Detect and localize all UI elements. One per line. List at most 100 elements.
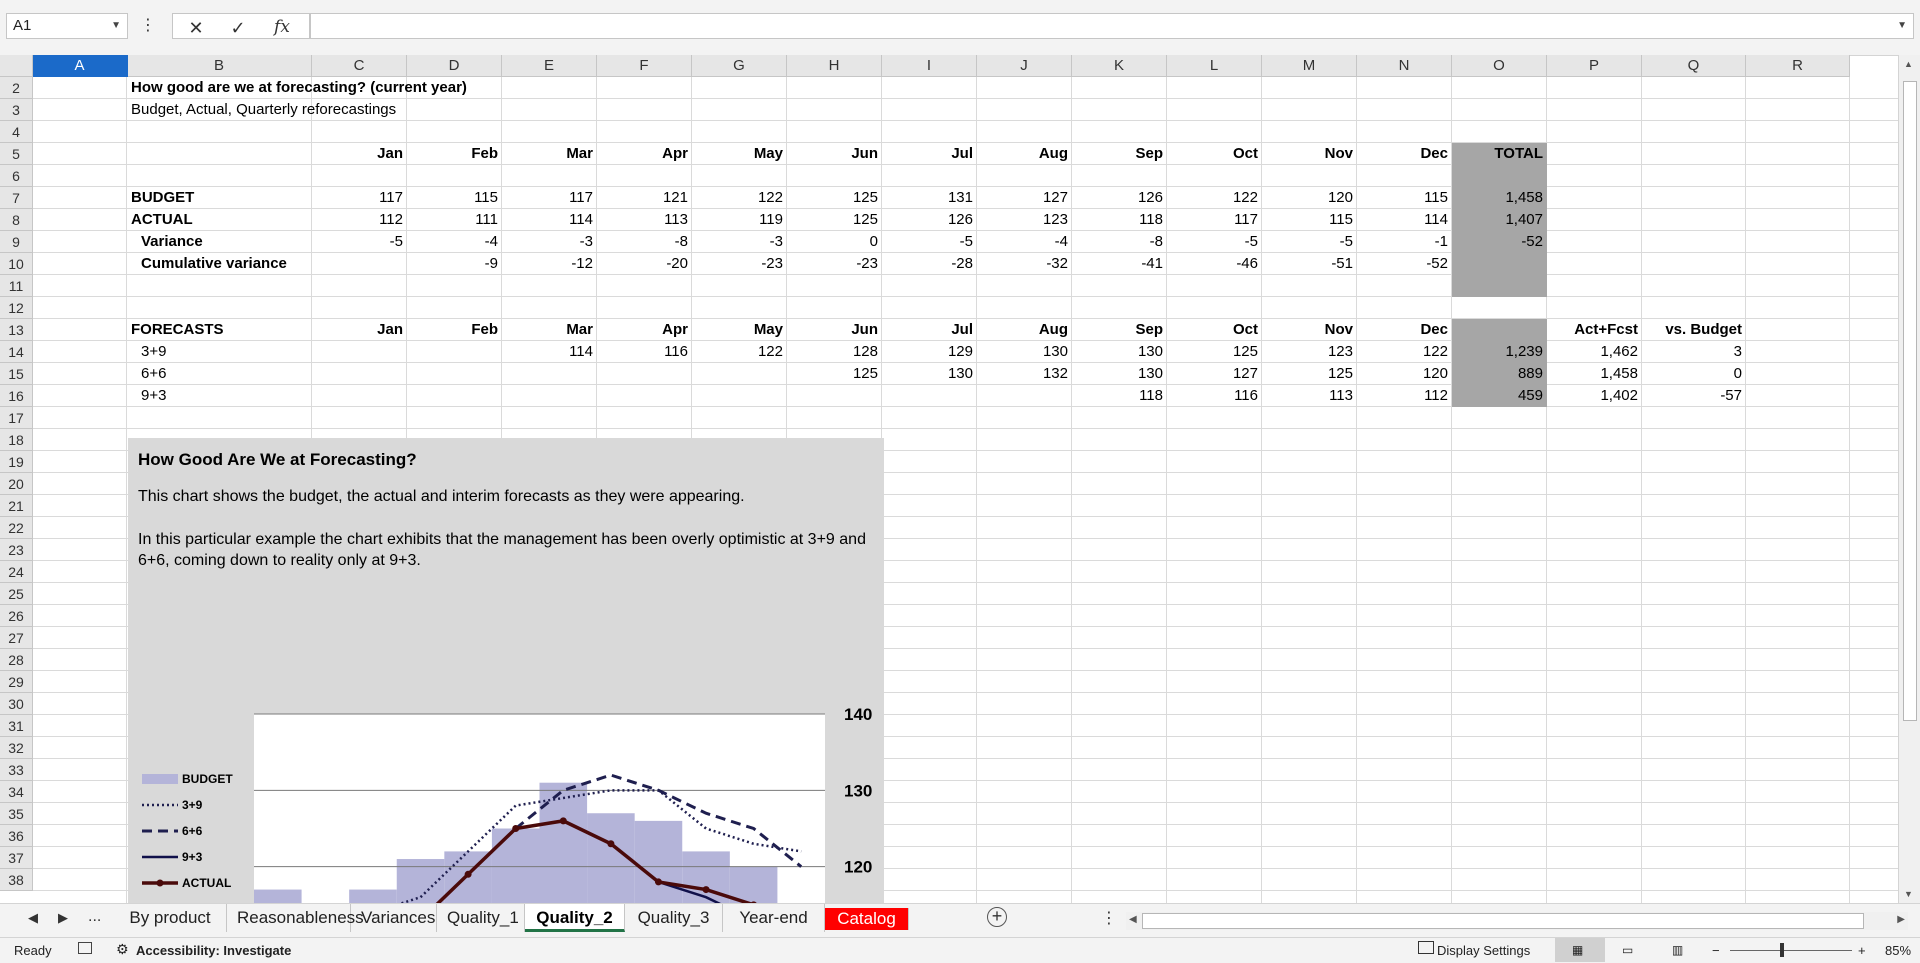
row-header-25[interactable]: 25 bbox=[0, 583, 33, 605]
row-header-24[interactable]: 24 bbox=[0, 561, 33, 583]
name-box[interactable]: A1 ▼ bbox=[6, 13, 128, 39]
selected-cell-a1[interactable] bbox=[34, 55, 128, 77]
tab-quality-3[interactable]: Quality_3 bbox=[625, 904, 723, 932]
row-header-15[interactable]: 15 bbox=[0, 363, 33, 385]
forecast-value[interactable]: 114 bbox=[569, 343, 593, 360]
sheet-title[interactable]: How good are we at forecasting? (current… bbox=[131, 79, 467, 96]
total-cell[interactable] bbox=[1452, 165, 1547, 187]
variance-value[interactable]: -1 bbox=[1434, 233, 1448, 250]
row-header-23[interactable]: 23 bbox=[0, 539, 33, 561]
forecast-value[interactable]: 125 bbox=[1232, 343, 1258, 360]
month-header[interactable]: Oct bbox=[1232, 321, 1258, 338]
forecast-value[interactable] bbox=[312, 385, 407, 407]
row-header-21[interactable]: 21 bbox=[0, 495, 33, 517]
forecast-value[interactable]: 116 bbox=[664, 343, 688, 360]
column-header-i[interactable]: I bbox=[882, 55, 977, 77]
cum-variance-value[interactable]: -12 bbox=[571, 255, 593, 272]
actual-value[interactable]: 125 bbox=[852, 211, 878, 228]
variance-label[interactable]: Variance bbox=[141, 233, 203, 250]
row-header-19[interactable]: 19 bbox=[0, 451, 33, 473]
forecast-value[interactable]: 130 bbox=[947, 365, 973, 382]
horizontal-scroll-thumb[interactable] bbox=[1142, 913, 1864, 929]
row-header-27[interactable]: 27 bbox=[0, 627, 33, 649]
cum-variance-value[interactable]: -52 bbox=[1426, 255, 1448, 272]
variance-value[interactable]: -5 bbox=[959, 233, 973, 250]
cum-variance-value[interactable]: -23 bbox=[856, 255, 878, 272]
budget-value[interactable]: 115 bbox=[474, 189, 498, 206]
row-header-32[interactable]: 32 bbox=[0, 737, 33, 759]
variance-value[interactable]: -5 bbox=[1339, 233, 1353, 250]
month-header[interactable]: Mar bbox=[566, 145, 593, 162]
forecast-value[interactable]: 123 bbox=[1327, 343, 1353, 360]
forecast-value[interactable] bbox=[597, 385, 692, 407]
forecast-label[interactable]: 6+6 bbox=[141, 365, 167, 382]
month-header[interactable]: May bbox=[753, 321, 783, 338]
column-header-j[interactable]: J bbox=[977, 55, 1072, 77]
column-header-g[interactable]: G bbox=[692, 55, 787, 77]
column-header-b[interactable]: B bbox=[127, 55, 312, 77]
cum-variance-label[interactable]: Cumulative variance bbox=[141, 255, 287, 272]
cum-variance-value[interactable] bbox=[312, 253, 407, 275]
month-header[interactable]: Sep bbox=[1135, 321, 1163, 338]
row-header-37[interactable]: 37 bbox=[0, 847, 33, 869]
column-header-f[interactable]: F bbox=[597, 55, 692, 77]
month-header[interactable]: Feb bbox=[471, 145, 498, 162]
actual-value[interactable]: 114 bbox=[569, 211, 593, 228]
column-header-c[interactable]: C bbox=[312, 55, 407, 77]
forecast-total[interactable]: 1,239 bbox=[1452, 341, 1547, 363]
tab-quality-1[interactable]: Quality_1 bbox=[437, 904, 525, 932]
row-header-6[interactable]: 6 bbox=[0, 165, 33, 187]
forecast-value[interactable] bbox=[407, 363, 502, 385]
zoom-level[interactable]: 85% bbox=[1885, 943, 1912, 958]
actual-value[interactable]: 111 bbox=[475, 211, 498, 228]
cum-variance-value[interactable]: -32 bbox=[1046, 255, 1068, 272]
accessibility-status[interactable]: Accessibility: Investigate bbox=[136, 943, 292, 958]
row-header-20[interactable]: 20 bbox=[0, 473, 33, 495]
column-header-m[interactable]: M bbox=[1262, 55, 1357, 77]
scroll-left-icon[interactable]: ◀ bbox=[1129, 914, 1137, 925]
forecast-value[interactable]: 125 bbox=[852, 365, 878, 382]
zoom-slider-thumb[interactable] bbox=[1780, 943, 1784, 957]
row-header-13[interactable]: 13 bbox=[0, 319, 33, 341]
actual-value[interactable]: 114 bbox=[1424, 211, 1448, 228]
display-settings[interactable]: Display Settings bbox=[1437, 943, 1531, 958]
variance-value[interactable]: -8 bbox=[674, 233, 688, 250]
actual-value[interactable]: 123 bbox=[1042, 211, 1068, 228]
tab-catalog[interactable]: Catalog bbox=[825, 908, 909, 930]
total-header[interactable]: TOTAL bbox=[1452, 143, 1547, 165]
vs-budget-header[interactable]: vs. Budget bbox=[1665, 321, 1742, 338]
month-header[interactable]: Apr bbox=[662, 321, 688, 338]
budget-value[interactable]: 122 bbox=[1232, 189, 1258, 206]
column-header-k[interactable]: K bbox=[1072, 55, 1167, 77]
forecast-label[interactable]: 3+9 bbox=[141, 343, 167, 360]
forecast-value[interactable]: 130 bbox=[1137, 343, 1163, 360]
month-header[interactable]: Nov bbox=[1324, 321, 1353, 338]
row-header-36[interactable]: 36 bbox=[0, 825, 33, 847]
forecast-value[interactable]: 122 bbox=[1422, 343, 1448, 360]
column-header-r[interactable]: R bbox=[1746, 55, 1850, 77]
cum-variance-value[interactable]: -9 bbox=[484, 255, 498, 272]
month-header[interactable]: May bbox=[753, 145, 783, 162]
month-header[interactable]: Jun bbox=[851, 321, 878, 338]
forecast-value[interactable]: 132 bbox=[1042, 365, 1068, 382]
select-all-corner[interactable] bbox=[0, 55, 33, 77]
cum-variance-value[interactable]: -51 bbox=[1331, 255, 1353, 272]
budget-value[interactable]: 125 bbox=[852, 189, 878, 206]
month-header[interactable]: Apr bbox=[662, 145, 688, 162]
month-header[interactable]: Jun bbox=[851, 145, 878, 162]
forecast-value[interactable]: 122 bbox=[757, 343, 783, 360]
column-header-o[interactable]: O bbox=[1452, 55, 1547, 77]
row-header-16[interactable]: 16 bbox=[0, 385, 33, 407]
forecast-act-fcst[interactable]: 1,402 bbox=[1600, 387, 1638, 404]
forecast-value[interactable] bbox=[502, 363, 597, 385]
row-header-12[interactable]: 12 bbox=[0, 297, 33, 319]
zoom-slider[interactable] bbox=[1730, 950, 1852, 951]
month-header[interactable]: Feb bbox=[471, 321, 498, 338]
forecast-total[interactable]: 889 bbox=[1452, 363, 1547, 385]
row-header-29[interactable]: 29 bbox=[0, 671, 33, 693]
more-options-icon[interactable]: ⋮ bbox=[1101, 910, 1117, 927]
chevron-down-icon[interactable]: ▼ bbox=[1897, 20, 1907, 31]
column-header-d[interactable]: D bbox=[407, 55, 502, 77]
add-sheet-icon[interactable]: + bbox=[987, 907, 1007, 927]
row-header-34[interactable]: 34 bbox=[0, 781, 33, 803]
